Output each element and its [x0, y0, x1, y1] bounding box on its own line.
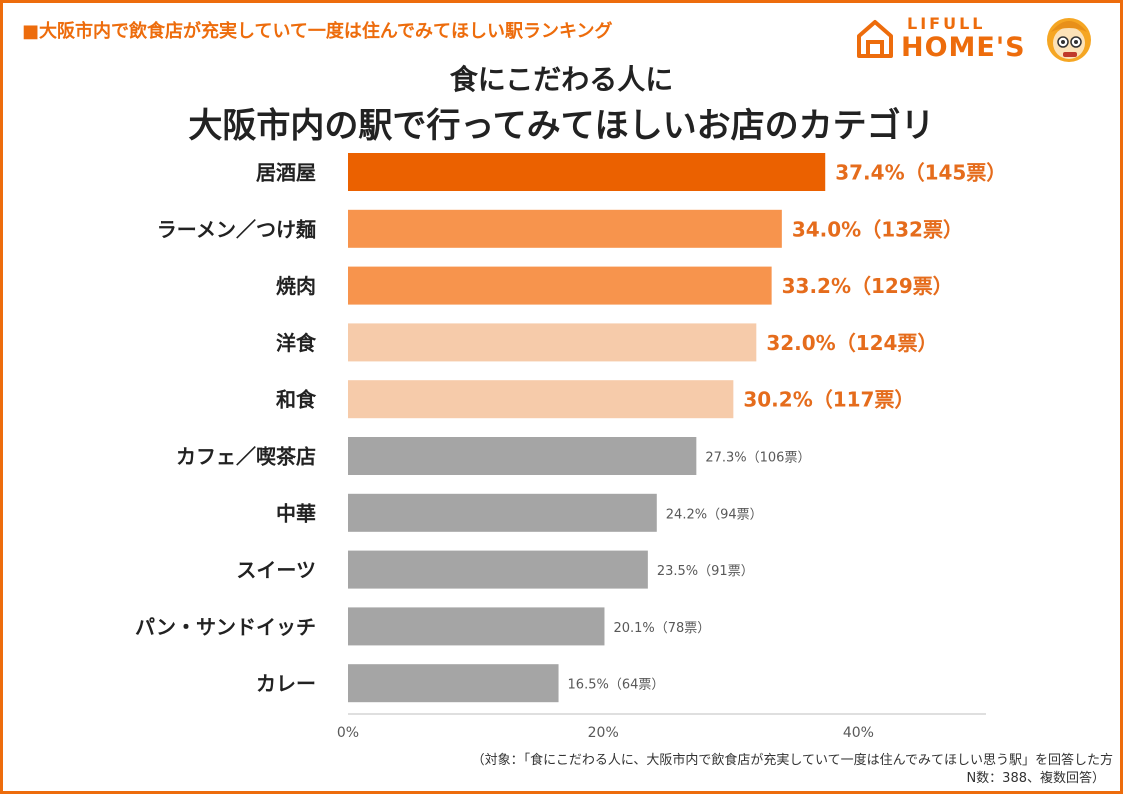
data-label-9: 16.5%（64票）: [568, 678, 665, 693]
x-tick-label-1: 20%: [588, 725, 619, 741]
category-label-1: ラーメン／つけ麺: [157, 217, 316, 241]
lifull-homes-logo: LIFULL HOME'S: [855, 10, 1095, 70]
data-label-0: 37.4%（145票）: [835, 161, 1006, 185]
data-label-7: 23.5%（91票）: [657, 564, 754, 579]
bar-7: [348, 550, 648, 589]
data-label-1: 34.0%（132票）: [792, 217, 963, 241]
footnote-sample-size: N数：388、複数回答）: [966, 771, 1105, 786]
x-tick-label-0: 0%: [337, 725, 359, 741]
bar-8: [348, 607, 605, 646]
mascot-icon: [1047, 18, 1091, 62]
bar-0: [348, 153, 826, 191]
house-icon: [857, 20, 893, 58]
data-label-6: 24.2%（94票）: [666, 507, 763, 522]
bar-9: [348, 664, 559, 703]
data-label-3: 32.0%（124票）: [766, 331, 937, 355]
category-label-8: パン・サンドイッチ: [135, 615, 316, 639]
bar-4: [348, 380, 734, 419]
footnote-target: （対象：「食にこだわる人に、大阪市内で飲食店が充実していて一度は住んでみてほしい…: [471, 753, 1113, 768]
bar-1: [348, 209, 782, 248]
data-label-5: 27.3%（106票）: [705, 451, 810, 466]
ranking-series-label: ■大阪市内で飲食店が充実していて一度は住んでみてほしい駅ランキング: [22, 21, 613, 42]
data-label-4: 30.2%（117票）: [743, 388, 914, 412]
category-label-3: 洋食: [276, 331, 317, 355]
category-label-4: 和食: [276, 388, 317, 412]
category-label-7: スイーツ: [236, 558, 316, 582]
bar-3: [348, 323, 757, 362]
bar-2: [348, 266, 772, 305]
category-label-0: 居酒屋: [256, 161, 316, 185]
category-label-5: カフェ／喫茶店: [176, 445, 316, 469]
category-label-6: 中華: [276, 501, 316, 525]
logo-text-homes: HOME'S: [901, 32, 1026, 63]
category-label-9: カレー: [256, 672, 316, 696]
bar-5: [348, 437, 697, 475]
logo-text-lifull: LIFULL: [907, 14, 986, 33]
chart-title-line2: 大阪市内の駅で行ってみてほしいお店のカテゴリ: [188, 106, 935, 146]
data-label-2: 33.2%（129票）: [782, 274, 953, 298]
x-tick-label-2: 40%: [843, 725, 874, 741]
bar-6: [348, 493, 657, 532]
data-label-8: 20.1%（78票）: [613, 621, 710, 636]
chart-title-line1: 食にこだわる人に: [449, 63, 674, 96]
category-label-2: 焼肉: [276, 274, 316, 298]
